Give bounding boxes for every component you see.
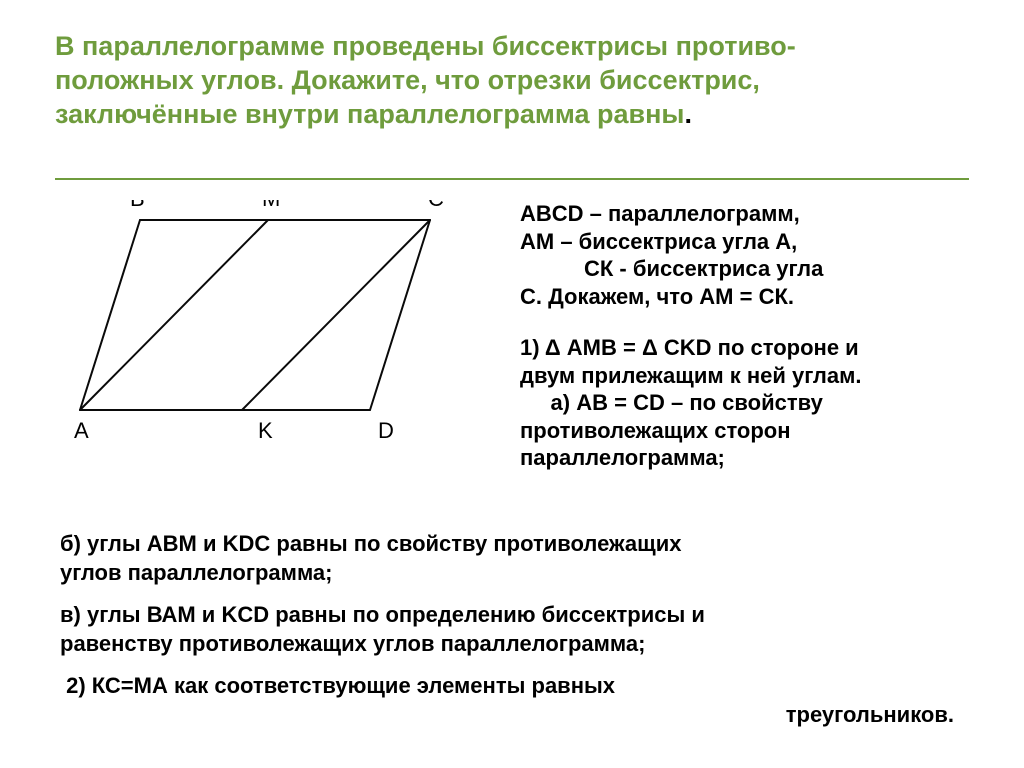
step1-l4: противолежащих сторон bbox=[520, 417, 974, 445]
title-period: . bbox=[684, 99, 692, 129]
vertex-label-A: A bbox=[74, 418, 89, 443]
step-b-l1: б) углы АВМ и KDC равны по свойству прот… bbox=[60, 530, 964, 559]
step-2-l1: 2) КС=МА как соответствующие элементы ра… bbox=[60, 672, 964, 701]
title-divider bbox=[55, 178, 969, 180]
given-l2: AM – биссектриса угла А, bbox=[520, 228, 974, 256]
step1-l1: 1) Δ АМВ = Δ CKD по стороне и bbox=[520, 334, 974, 362]
vertex-label-B: B bbox=[130, 200, 145, 211]
given-l1: ABCD – параллелограмм, bbox=[520, 200, 974, 228]
lower-block: б) углы АВМ и KDC равны по свойству прот… bbox=[60, 530, 964, 730]
slide: В параллелограмме проведены биссектрисы … bbox=[0, 0, 1024, 768]
step1-l3: а) АВ = СD – по свойству bbox=[520, 389, 974, 417]
vertex-label-D: D bbox=[378, 418, 394, 443]
step-2-l2: треугольников. bbox=[60, 701, 964, 730]
step-c-l1: в) углы ВАМ и KCD равны по определению б… bbox=[60, 601, 964, 630]
step-c-l2: равенству противолежащих углов параллело… bbox=[60, 630, 964, 659]
given-block: ABCD – параллелограмм, AM – биссектриса … bbox=[520, 200, 974, 310]
given-l4: С. Докажем, что АМ = СК. bbox=[520, 283, 974, 311]
vertex-label-C: C bbox=[428, 200, 444, 211]
given-and-step1: ABCD – параллелограмм, AM – биссектриса … bbox=[520, 200, 974, 472]
step-c: в) углы ВАМ и KCD равны по определению б… bbox=[60, 601, 964, 658]
vertex-label-M: M bbox=[262, 200, 280, 211]
title-line-1: В параллелограмме проведены биссектрисы … bbox=[55, 31, 796, 61]
step-b-l2: углов параллелограмма; bbox=[60, 559, 964, 588]
vertex-label-K: K bbox=[258, 418, 273, 443]
title-line-2: положных углов. Докажите, что отрезки би… bbox=[55, 65, 760, 95]
problem-title: В параллелограмме проведены биссектрисы … bbox=[55, 30, 969, 131]
given-l3: СК - биссектриса угла bbox=[520, 255, 974, 283]
parallelogram-diagram: B M C A K D bbox=[60, 200, 450, 460]
step-b: б) углы АВМ и KDC равны по свойству прот… bbox=[60, 530, 964, 587]
title-line-3: заключённые внутри параллелограмма равны bbox=[55, 99, 684, 129]
step-2: 2) КС=МА как соответствующие элементы ра… bbox=[60, 672, 964, 729]
step1-l5: параллелограмма; bbox=[520, 444, 974, 472]
diagram-svg: B M C A K D bbox=[60, 200, 450, 460]
step1-block: 1) Δ АМВ = Δ CKD по стороне и двум приле… bbox=[520, 334, 974, 472]
step1-l2: двум прилежащим к ней углам. bbox=[520, 362, 974, 390]
